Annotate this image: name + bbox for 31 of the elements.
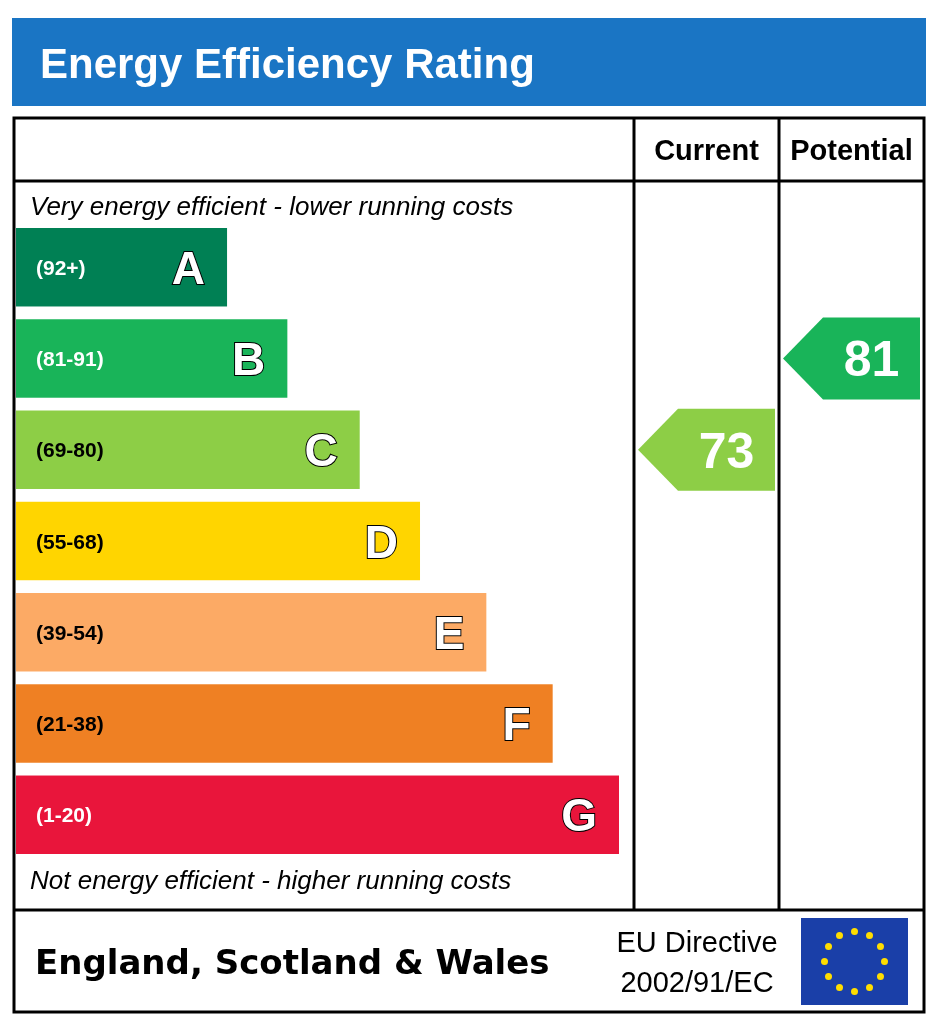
bar: [16, 501, 421, 581]
text: Current: [654, 134, 760, 166]
bar: [16, 410, 360, 489]
bar: [16, 319, 288, 398]
text: England, Scotland & Wales: [35, 942, 550, 982]
text: 73: [698, 422, 755, 479]
annotation: (92+): [36, 255, 86, 279]
y-tick-label: B: [232, 333, 266, 386]
y-tick-label: A: [171, 241, 206, 294]
text: Potential: [790, 134, 913, 166]
bar: [16, 684, 553, 763]
chart-title: Energy Efficiency Rating: [40, 40, 535, 87]
annotation: (81-91): [36, 347, 104, 371]
annotation: (39-54): [36, 620, 104, 644]
y-tick-label: E: [433, 606, 465, 659]
annotation: (1-20): [36, 803, 93, 827]
text: Very energy efficient - lower running costs: [30, 191, 514, 221]
annotation: (21-38): [36, 712, 104, 736]
text: 81: [843, 331, 900, 388]
annotation: (69-80): [36, 438, 104, 462]
bar: [16, 228, 228, 307]
bar: [16, 593, 487, 672]
y-tick-label: F: [502, 698, 531, 751]
y-tick-label: G: [561, 789, 597, 842]
text: EU Directive: [616, 926, 778, 958]
y-tick-label: C: [304, 424, 338, 477]
bar: [16, 775, 619, 854]
text: 2002/91/EC: [620, 966, 774, 998]
text: Not energy efficient - higher running costs: [30, 865, 512, 895]
y-tick-label: D: [364, 515, 399, 568]
annotation: (55-68): [36, 529, 104, 553]
